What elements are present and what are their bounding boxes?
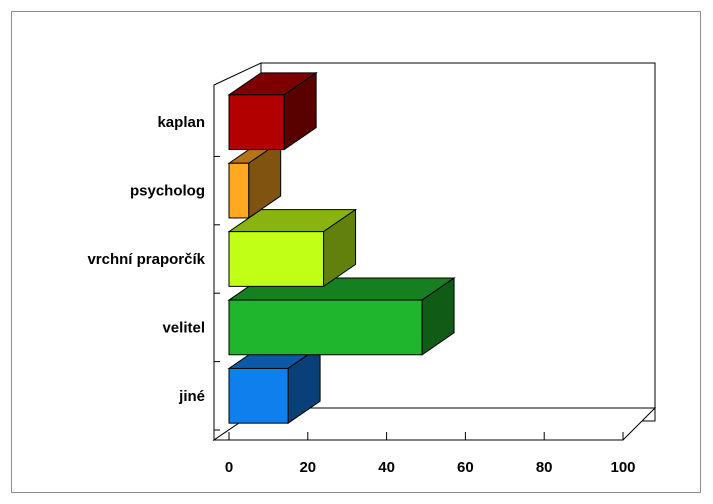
x-tick-label: 100 bbox=[610, 459, 635, 476]
bar-2 bbox=[228, 299, 423, 356]
category-label: psycholog bbox=[130, 183, 205, 200]
bars bbox=[227, 71, 456, 425]
category-label: jiné bbox=[178, 388, 205, 405]
category-label: velitel bbox=[162, 319, 205, 336]
category-label: kaplan bbox=[157, 114, 205, 131]
bar-4 bbox=[228, 162, 250, 219]
x-tick-label: 80 bbox=[536, 459, 553, 476]
x-tick-label: 60 bbox=[457, 459, 474, 476]
x-tick-label: 20 bbox=[299, 459, 316, 476]
x-tick-label: 40 bbox=[378, 459, 395, 476]
x-axis-ticks: 0 20 40 60 80 100 bbox=[225, 432, 636, 476]
bar-3 bbox=[228, 231, 325, 287]
bar-1 bbox=[228, 367, 289, 424]
bar-5 bbox=[228, 94, 285, 151]
category-labels: jiné velitel vrchní praporčík psycholog kapl… bbox=[87, 114, 220, 431]
category-label: vrchní praporčík bbox=[87, 251, 205, 268]
x-tick-label: 0 bbox=[225, 459, 233, 476]
